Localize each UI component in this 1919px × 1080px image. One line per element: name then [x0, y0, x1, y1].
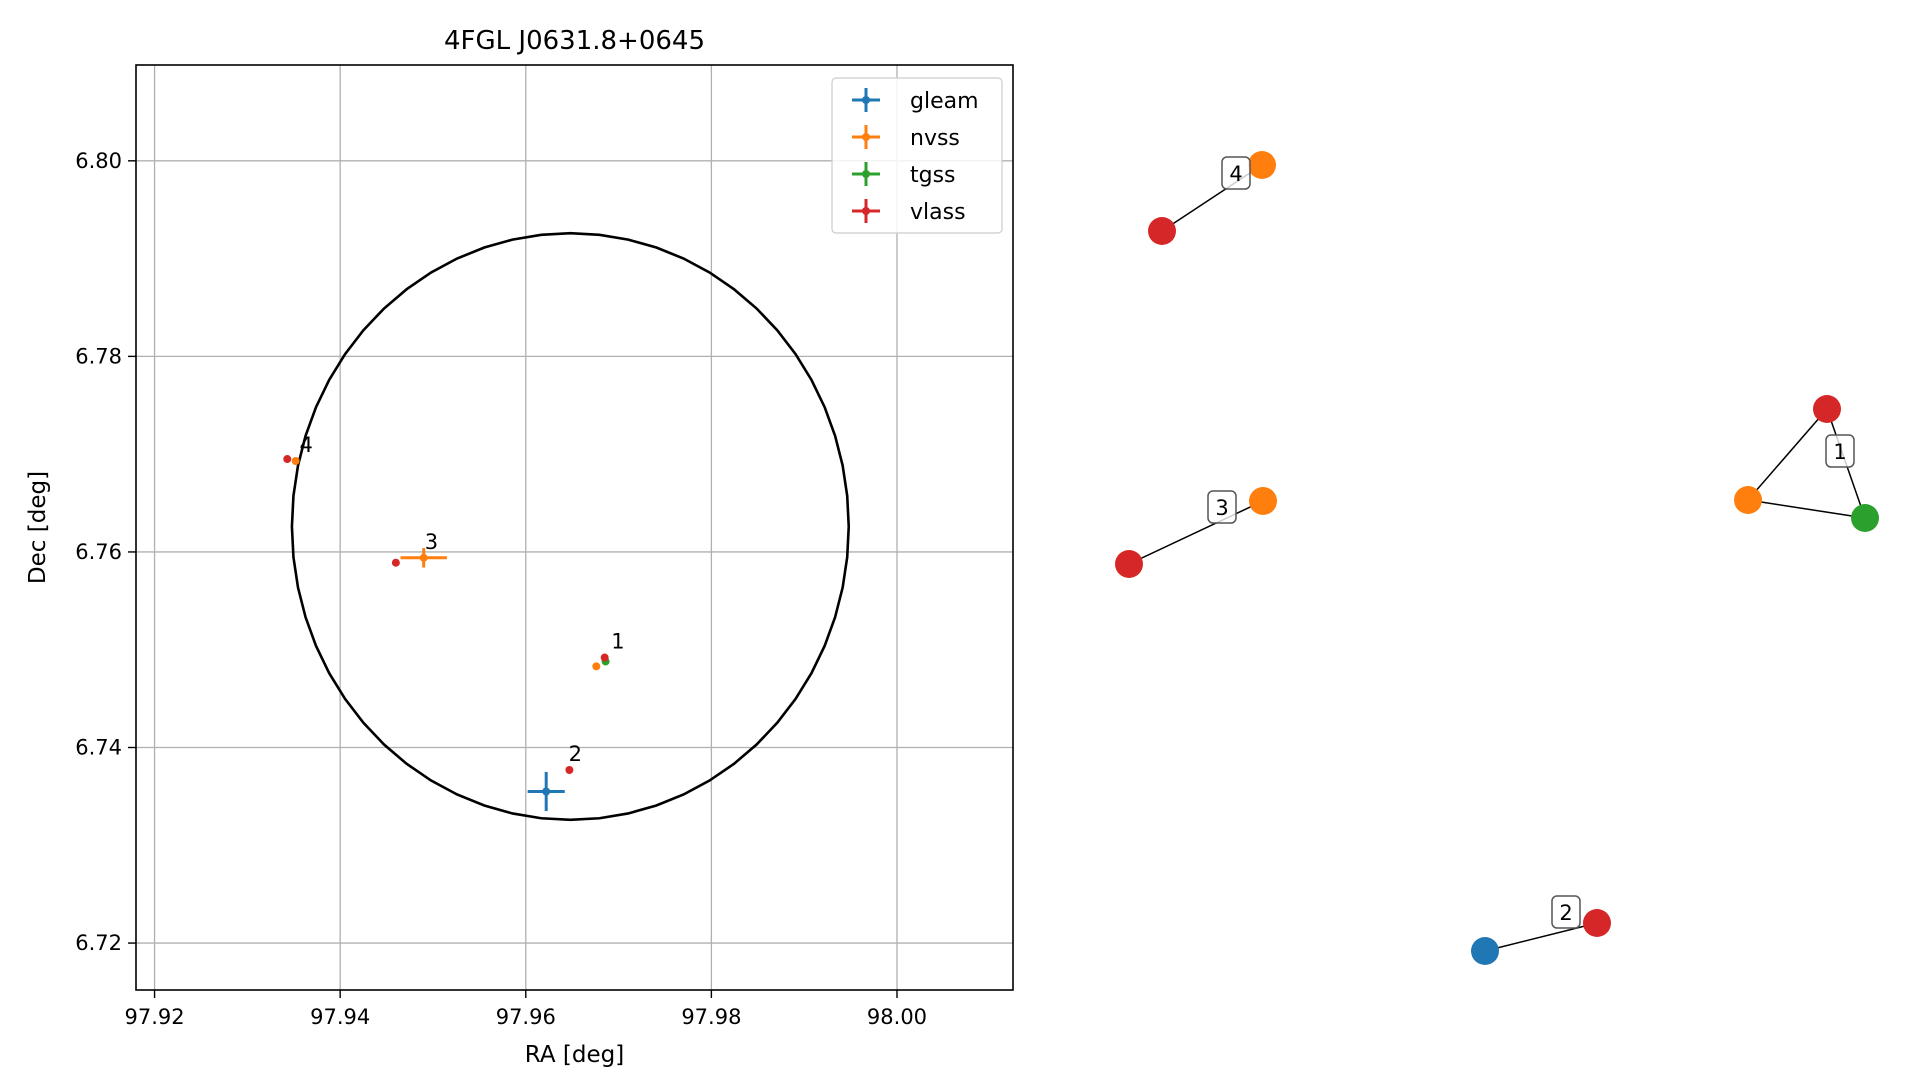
legend: gleam nvss tgss vlass [831, 77, 1003, 234]
legend-entry-gleam: gleam [852, 88, 979, 114]
network-group-4: 4 [1148, 151, 1276, 245]
axis-ticks: 97.92 97.94 97.96 97.98 98.00 6.72 6.74 6.76 6.7… [75, 149, 927, 1029]
legend-label: gleam [910, 89, 979, 114]
network-label-box [1551, 895, 1581, 929]
network-edge [1747, 408, 1828, 501]
network-node-gleam [1471, 937, 1499, 965]
x-tick-label: 97.98 [681, 1005, 741, 1029]
network-node-tgss [1851, 504, 1879, 532]
marker [542, 787, 551, 796]
data-point-vlass [600, 653, 609, 662]
data-point-vlass [283, 455, 292, 464]
legend-box [831, 77, 1003, 234]
annotation-label: 1 [611, 630, 624, 654]
marker [600, 653, 609, 662]
network-group-2: 2 [1471, 895, 1611, 965]
network-panel: 4 1 3 2 [1115, 151, 1879, 965]
legend-label: vlass [910, 200, 966, 225]
y-tick-label: 6.80 [75, 149, 122, 173]
legend-marker [862, 207, 870, 215]
y-tick-label: 6.74 [75, 736, 122, 760]
data-point-gleam [527, 771, 565, 812]
data-point-nvss [400, 548, 447, 568]
marker [419, 553, 428, 562]
network-group-1: 1 [1734, 395, 1879, 532]
chart-title: 4FGL J0631.8+0645 [444, 26, 705, 56]
network-label: 4 [1229, 162, 1242, 186]
marker [291, 457, 300, 466]
x-axis-label: RA [deg] [525, 1042, 624, 1068]
data-point-nvss [592, 662, 601, 671]
marker [283, 455, 292, 464]
legend-label: nvss [910, 126, 960, 151]
marker [565, 765, 574, 774]
network-node-vlass [1813, 395, 1841, 423]
y-tick-label: 6.78 [75, 344, 122, 368]
data-point-nvss [291, 457, 300, 466]
y-tick-label: 6.72 [75, 931, 122, 955]
network-node-vlass [1115, 550, 1143, 578]
network-node-nvss [1248, 151, 1276, 179]
x-tick-label: 97.92 [124, 1005, 184, 1029]
annotation-label: 2 [569, 742, 582, 766]
network-label: 3 [1215, 496, 1228, 520]
y-tick-label: 6.76 [75, 540, 122, 564]
legend-marker [862, 96, 870, 104]
scatter-panel: 1 2 3 4 97.92 97.94 97.96 97.98 98.00 6.72 6.74 6.… [25, 26, 1014, 1068]
network-edge [1484, 922, 1598, 952]
network-label: 2 [1559, 901, 1572, 925]
network-node-nvss [1734, 486, 1762, 514]
annotation-label: 3 [425, 530, 438, 554]
search-circle [290, 231, 851, 822]
marker [391, 558, 400, 567]
network-edge [1128, 500, 1264, 565]
network-label-box [1207, 490, 1237, 524]
legend-entry-nvss: nvss [852, 125, 960, 151]
marker [592, 662, 601, 671]
data-point-vlass [391, 558, 400, 567]
legend-entry-tgss: tgss [852, 162, 956, 188]
axes-frame [135, 64, 1014, 991]
legend-marker [862, 170, 870, 178]
legend-entry-vlass: vlass [852, 199, 966, 225]
x-tick-label: 97.94 [310, 1005, 370, 1029]
annotations: 1 2 3 4 [299, 433, 624, 766]
x-tick-label: 98.00 [867, 1005, 927, 1029]
network-node-vlass [1148, 217, 1176, 245]
network-edge [1747, 499, 1866, 519]
legend-label: tgss [910, 163, 956, 188]
y-axis-label: Dec [deg] [25, 471, 51, 584]
annotation-label: 4 [299, 433, 312, 457]
network-node-vlass [1583, 909, 1611, 937]
search-region [290, 231, 851, 822]
network-node-nvss [1249, 487, 1277, 515]
network-label-box [1221, 156, 1251, 190]
legend-marker [862, 133, 870, 141]
data-point-vlass [565, 765, 574, 774]
network-group-3: 3 [1115, 487, 1277, 578]
data-marks [283, 455, 610, 812]
network-label-box [1825, 434, 1855, 468]
x-tick-label: 97.96 [496, 1005, 556, 1029]
network-label: 1 [1833, 440, 1846, 464]
